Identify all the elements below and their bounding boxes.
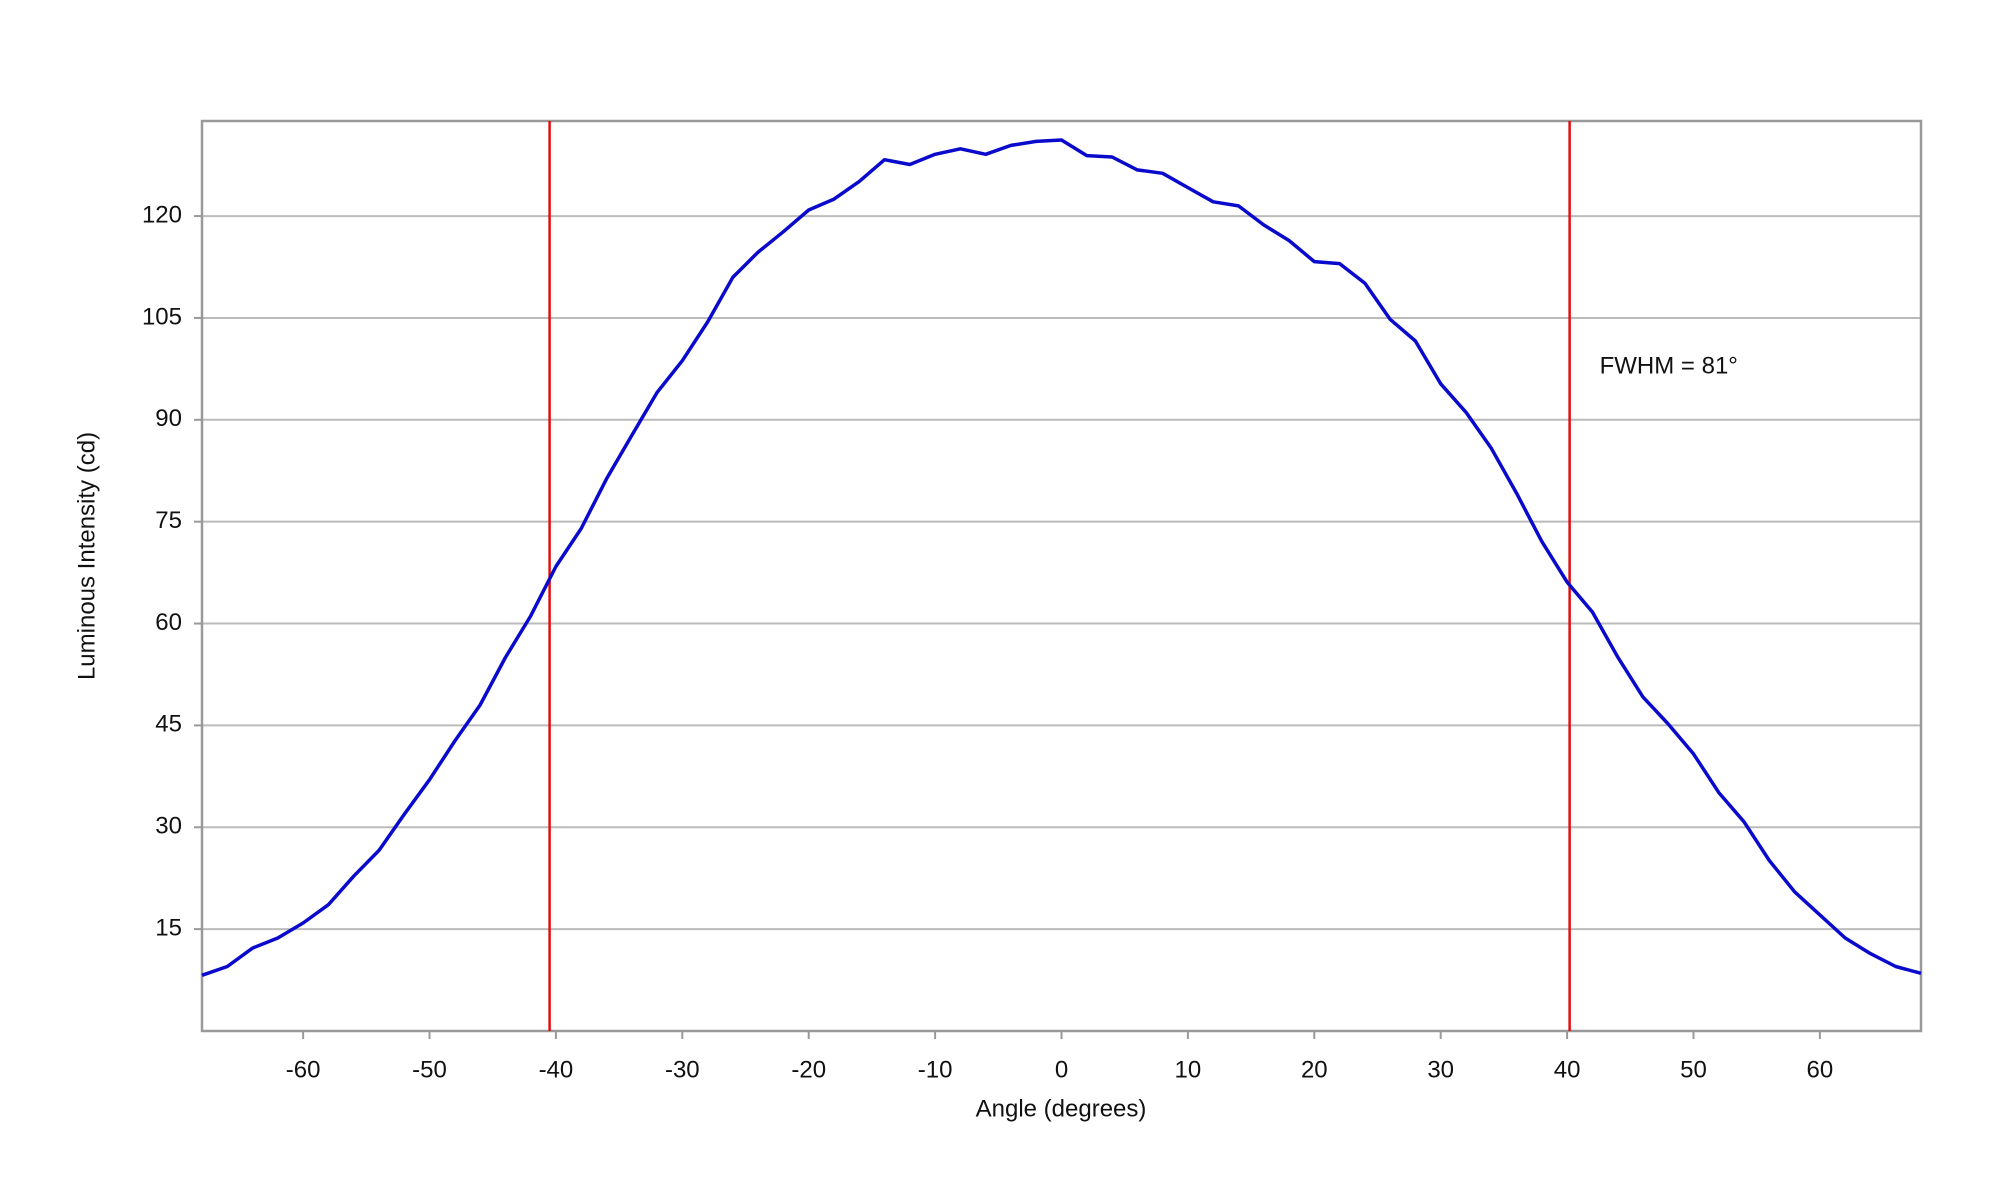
x-tick-label: 30 — [1427, 1056, 1454, 1083]
x-tick-label: -30 — [665, 1056, 700, 1083]
y-tick-label: 90 — [155, 405, 182, 432]
x-tick-label: 40 — [1554, 1056, 1581, 1083]
y-tick-label: 60 — [155, 609, 182, 636]
y-tick-label: 45 — [155, 711, 182, 738]
y-tick-label: 15 — [155, 914, 182, 941]
x-tick-label: -40 — [539, 1056, 574, 1083]
y-axis-label: Luminous Intensity (cd) — [73, 432, 100, 680]
x-tick-label: 10 — [1175, 1056, 1202, 1083]
x-tick-label: 50 — [1680, 1056, 1707, 1083]
y-tick-label: 120 — [142, 201, 182, 228]
x-tick-label: 20 — [1301, 1056, 1328, 1083]
x-tick-label: -50 — [412, 1056, 447, 1083]
x-axis-label: Angle (degrees) — [976, 1095, 1147, 1122]
x-tick-label: 60 — [1807, 1056, 1834, 1083]
x-tick-label: -60 — [286, 1056, 321, 1083]
data-line — [201, 138, 1922, 977]
annotation: FWHM = 81° — [1600, 352, 1738, 379]
plot-frame — [200, 119, 1923, 1033]
x-tick-label: -10 — [918, 1056, 953, 1083]
y-tick-label: 75 — [155, 507, 182, 534]
y-tick-label: 105 — [142, 303, 182, 330]
x-tick-label: 0 — [1055, 1056, 1068, 1083]
x-tick-label: -20 — [791, 1056, 826, 1083]
y-tick-label: 30 — [155, 813, 182, 840]
